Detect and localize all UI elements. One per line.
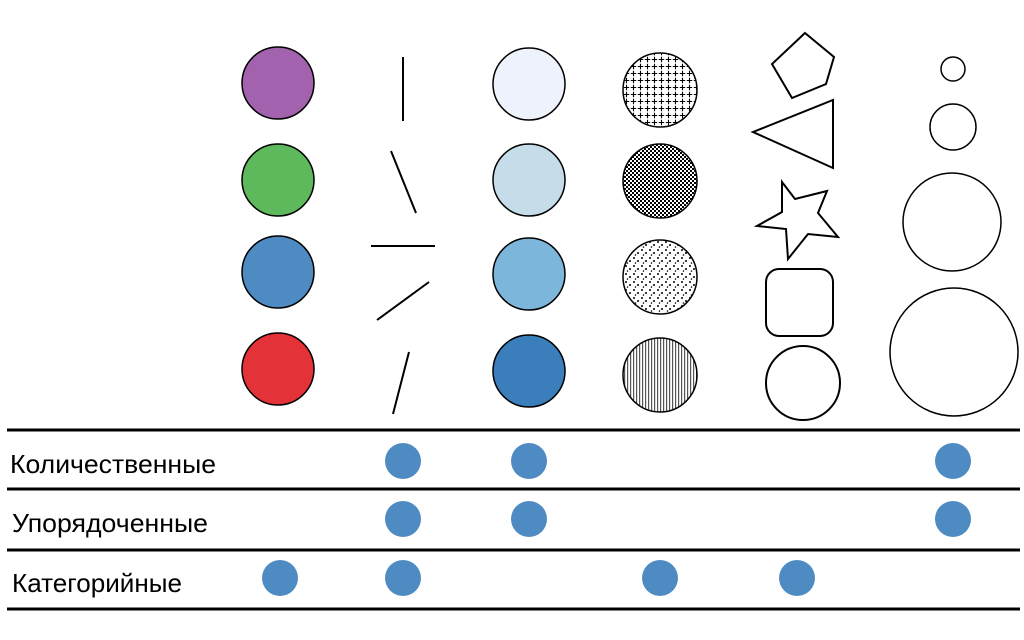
dot-categorical-col2 <box>385 560 421 596</box>
green-circle <box>241 143 315 217</box>
striped-texture-circle <box>622 337 698 413</box>
dark-circle <box>492 334 566 408</box>
largest-circle <box>889 287 1019 417</box>
small-circle <box>929 103 977 151</box>
blue-circle <box>241 235 315 309</box>
dot-categorical-col4 <box>642 560 678 596</box>
texture-channel-icon <box>622 52 698 413</box>
large-circle <box>902 172 1002 272</box>
tilt-channel-icon <box>371 57 435 415</box>
row-label-quantitative: Количественные <box>10 449 216 479</box>
row-label-categorical: Категорийные <box>12 568 182 598</box>
dot-ordered-col3 <box>511 501 547 537</box>
star-shape <box>753 179 841 262</box>
lightest-circle <box>492 47 566 121</box>
hue-channel-icon <box>241 46 315 406</box>
purple-circle <box>241 46 315 120</box>
steep-line-segment <box>390 150 417 214</box>
table-rules <box>7 428 1020 611</box>
shape-channel-icon <box>750 31 841 421</box>
dot-quantitative-col2 <box>385 443 421 479</box>
diagonal-line-segment <box>376 281 430 321</box>
dot-ordered-col6 <box>935 501 971 537</box>
dot-categorical-col1 <box>262 560 298 596</box>
dotted-texture-circle <box>622 239 698 315</box>
size-channel-icon <box>889 56 1019 417</box>
near-vertical-line-segment <box>392 351 410 415</box>
applicability-dots <box>262 443 971 596</box>
dot-quantitative-col6 <box>935 443 971 479</box>
light-circle <box>492 143 566 217</box>
medium-circle <box>492 237 566 311</box>
red-circle <box>241 332 315 406</box>
dot-quantitative-col3 <box>511 443 547 479</box>
dot-ordered-col2 <box>385 501 421 537</box>
dot-categorical-col5 <box>779 560 815 596</box>
lightness-channel-icon <box>492 47 566 408</box>
pentagon-shape <box>770 31 836 100</box>
circle-shape <box>765 345 841 421</box>
row-label-ordered: Упорядоченные <box>12 508 208 538</box>
plus-texture-circle <box>622 52 698 128</box>
triangle-shape <box>750 98 834 170</box>
row-labels: Количественные Упорядоченные Категорийны… <box>10 449 216 598</box>
rounded-square-shape <box>765 268 834 337</box>
tiny-circle <box>940 56 966 82</box>
checker-texture-circle <box>622 143 698 219</box>
